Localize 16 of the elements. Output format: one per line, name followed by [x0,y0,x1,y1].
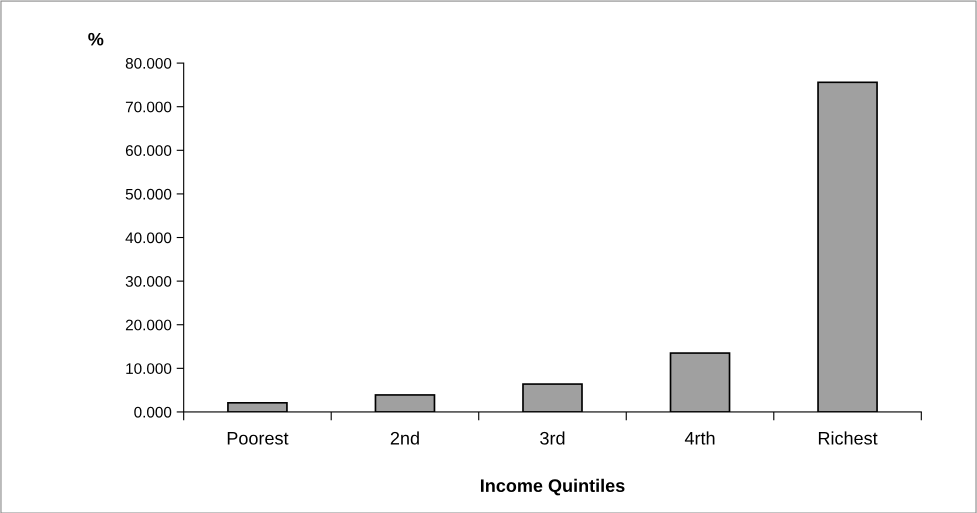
x-axis-title: Income Quintiles [480,478,624,496]
y-tick-label: 0.000 [134,406,172,418]
y-axis-title: % [88,32,104,46]
y-tick-label: 40.000 [126,232,172,244]
y-tick-label: 30.000 [126,276,172,287]
y-tick-label: 80.000 [126,58,172,69]
y-tick-label: 70.000 [126,102,172,112]
x-tick-label: 3rd [540,431,564,445]
y-tick-label: 50.000 [126,188,172,200]
y-tick-label: 10.000 [126,363,172,374]
x-tick-label: Poorest [228,432,288,445]
y-tick-label: 60.000 [126,145,172,156]
x-tick-label: Richest [818,431,878,445]
x-tick-label: 4rth [684,431,714,445]
y-tick-label: 20.000 [126,320,172,330]
x-tick-label: 2nd [390,431,419,445]
